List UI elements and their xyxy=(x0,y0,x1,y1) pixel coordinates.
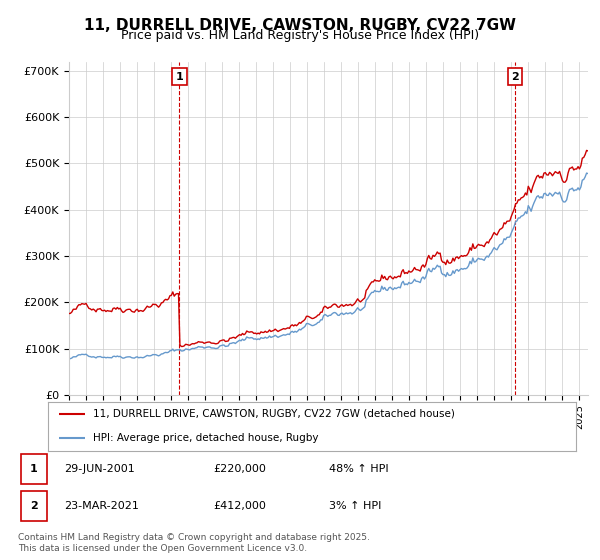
Text: 29-JUN-2001: 29-JUN-2001 xyxy=(64,464,134,474)
Text: 48% ↑ HPI: 48% ↑ HPI xyxy=(329,464,388,474)
Text: £220,000: £220,000 xyxy=(214,464,266,474)
Text: 1: 1 xyxy=(176,72,184,82)
Text: 2: 2 xyxy=(511,72,519,82)
Text: 2: 2 xyxy=(30,501,37,511)
Text: Contains HM Land Registry data © Crown copyright and database right 2025.
This d: Contains HM Land Registry data © Crown c… xyxy=(18,533,370,553)
Text: HPI: Average price, detached house, Rugby: HPI: Average price, detached house, Rugb… xyxy=(93,433,319,444)
Text: 11, DURRELL DRIVE, CAWSTON, RUGBY, CV22 7GW (detached house): 11, DURRELL DRIVE, CAWSTON, RUGBY, CV22 … xyxy=(93,409,455,419)
Text: 11, DURRELL DRIVE, CAWSTON, RUGBY, CV22 7GW: 11, DURRELL DRIVE, CAWSTON, RUGBY, CV22 … xyxy=(84,18,516,33)
Text: £412,000: £412,000 xyxy=(214,501,266,511)
Text: 3% ↑ HPI: 3% ↑ HPI xyxy=(329,501,381,511)
Text: Price paid vs. HM Land Registry's House Price Index (HPI): Price paid vs. HM Land Registry's House … xyxy=(121,29,479,42)
Text: 23-MAR-2021: 23-MAR-2021 xyxy=(64,501,139,511)
FancyBboxPatch shape xyxy=(20,492,47,521)
Text: 1: 1 xyxy=(30,464,37,474)
FancyBboxPatch shape xyxy=(20,454,47,484)
